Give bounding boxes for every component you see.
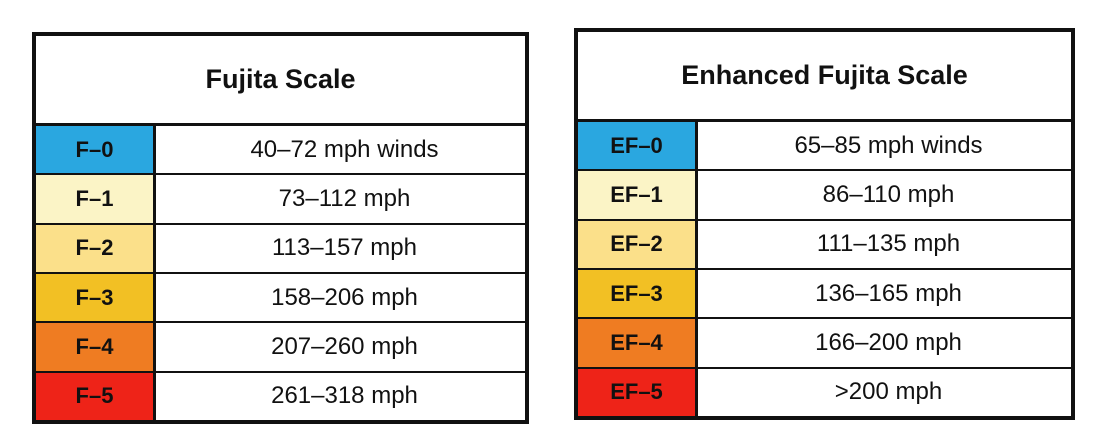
rating-cell: F–4 bbox=[36, 323, 156, 371]
wind-speed-cell: 111–135 mph bbox=[816, 230, 961, 258]
table-row: EF–2 111–135 mph bbox=[578, 220, 1071, 270]
table-row: EF–3 136–165 mph bbox=[578, 269, 1071, 320]
rating-cell: EF–1 bbox=[578, 171, 698, 219]
wind-speed-cell: 158–206 mph bbox=[271, 283, 418, 311]
rating-cell: F–0 bbox=[36, 126, 156, 174]
table-row: EF–4 166–200 mph bbox=[578, 319, 1071, 369]
wind-speed-cell: 136–165 mph bbox=[815, 279, 962, 307]
enhanced-fujita-scale-title: Enhanced Fujita Scale bbox=[578, 32, 1071, 122]
rating-cell: F–3 bbox=[36, 273, 156, 322]
rating-cell: EF–2 bbox=[578, 220, 698, 268]
wind-speed-cell: >200 mph bbox=[834, 378, 943, 406]
wind-speed-cell: 73–112 mph bbox=[278, 184, 411, 212]
wind-speed-cell: 207–260 mph bbox=[271, 332, 418, 360]
table-row: F–1 73–112 mph bbox=[36, 175, 525, 225]
wind-speed-cell: 65–85 mph winds bbox=[794, 131, 983, 159]
fujita-scale-rows: F–0 40–72 mph winds F–1 73–112 mph F–2 1… bbox=[36, 126, 525, 420]
rating-cell: F–2 bbox=[36, 224, 156, 272]
rating-cell: EF–4 bbox=[578, 319, 698, 367]
rating-cell: EF–5 bbox=[578, 368, 698, 416]
rating-cell: EF–3 bbox=[578, 269, 698, 318]
fujita-scale-table: Fujita Scale F–0 40–72 mph winds F–1 73–… bbox=[32, 32, 529, 424]
rating-cell: EF–0 bbox=[578, 122, 698, 170]
wind-speed-cell: 86–110 mph bbox=[822, 180, 955, 208]
table-row: F–3 158–206 mph bbox=[36, 273, 525, 324]
table-row: EF–0 65–85 mph winds bbox=[578, 122, 1071, 172]
rating-cell: F–1 bbox=[36, 175, 156, 223]
enhanced-fujita-scale-table: Enhanced Fujita Scale EF–0 65–85 mph win… bbox=[574, 28, 1075, 420]
wind-speed-cell: 166–200 mph bbox=[815, 328, 962, 356]
table-row: EF–1 86–110 mph bbox=[578, 171, 1071, 221]
rating-cell: F–5 bbox=[36, 372, 156, 420]
table-row: F–4 207–260 mph bbox=[36, 323, 525, 373]
table-row: F–0 40–72 mph winds bbox=[36, 126, 525, 176]
wind-speed-cell: 40–72 mph winds bbox=[250, 135, 439, 163]
table-row: F–2 113–157 mph bbox=[36, 224, 525, 274]
fujita-scale-title: Fujita Scale bbox=[36, 36, 525, 126]
wind-speed-cell: 113–157 mph bbox=[271, 234, 417, 262]
enhanced-fujita-scale-rows: EF–0 65–85 mph winds EF–1 86–110 mph EF–… bbox=[578, 122, 1071, 416]
table-row: EF–5 >200 mph bbox=[578, 368, 1071, 416]
table-row: F–5 261–318 mph bbox=[36, 372, 525, 420]
wind-speed-cell: 261–318 mph bbox=[271, 382, 418, 410]
